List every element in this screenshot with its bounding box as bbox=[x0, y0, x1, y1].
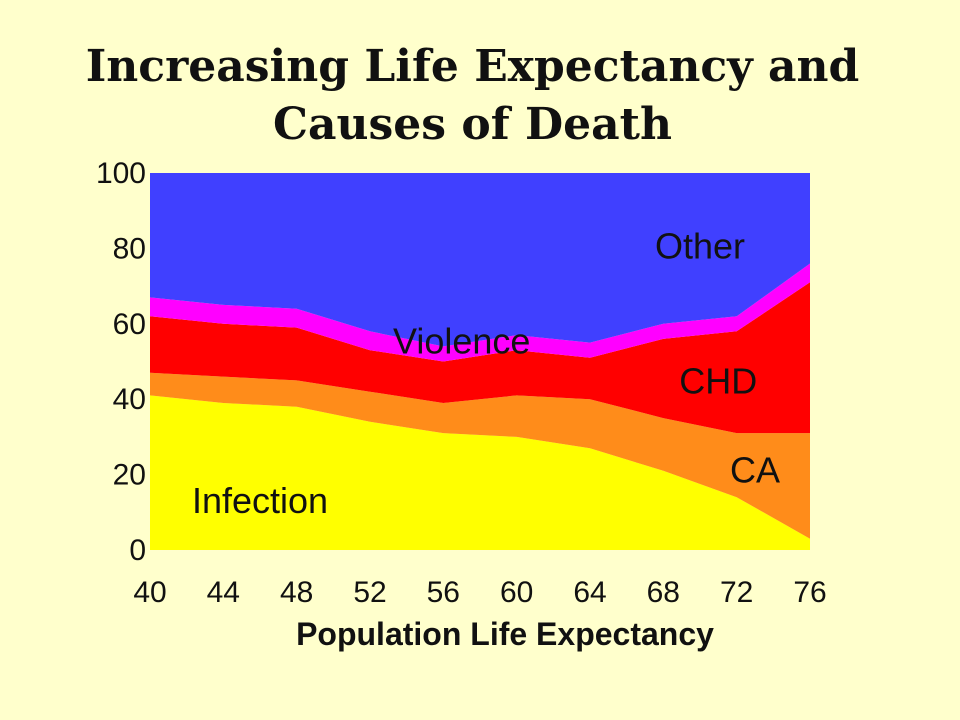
area-ca bbox=[150, 372, 810, 539]
series-label-other: Other bbox=[655, 226, 745, 267]
area-infection bbox=[150, 395, 810, 550]
x-tick-label: 52 bbox=[353, 576, 386, 609]
x-axis-label: Population Life Expectancy bbox=[296, 616, 714, 652]
x-tick-label: 60 bbox=[500, 576, 533, 609]
y-tick-label: 100 bbox=[96, 157, 146, 190]
area-violence bbox=[150, 263, 810, 362]
y-tick-label: 0 bbox=[129, 534, 146, 567]
area-other bbox=[150, 173, 810, 347]
x-tick-label: 72 bbox=[720, 576, 753, 609]
chart-title-line-1: Increasing Life Expectancy and bbox=[85, 41, 860, 92]
series-label-chd: CHD bbox=[679, 360, 757, 401]
x-tick-label: 40 bbox=[133, 576, 166, 609]
area-layers bbox=[150, 173, 810, 550]
series-label-infection: Infection bbox=[192, 480, 328, 521]
x-tick-label: 68 bbox=[647, 576, 680, 609]
y-tick-label: 40 bbox=[113, 383, 146, 416]
x-tick-label: 44 bbox=[207, 576, 240, 609]
y-tick-label: 80 bbox=[113, 232, 146, 265]
chart-title: Increasing Life Expectancy and Causes of… bbox=[0, 38, 945, 154]
x-tick-label: 48 bbox=[280, 576, 313, 609]
series-label-violence: Violence bbox=[393, 321, 530, 362]
y-tick-label: 20 bbox=[113, 459, 146, 492]
series-label-ca: CA bbox=[730, 449, 780, 490]
y-axis-ticks: 0 20 40 60 80 100 bbox=[96, 157, 146, 567]
chart-title-line-2: Causes of Death bbox=[273, 99, 672, 150]
x-axis-ticks: 40 44 48 52 56 60 64 68 72 76 bbox=[133, 576, 826, 609]
x-tick-label: 76 bbox=[793, 576, 826, 609]
x-tick-label: 64 bbox=[573, 576, 606, 609]
area-chd bbox=[150, 282, 810, 434]
x-tick-label: 56 bbox=[427, 576, 460, 609]
series-labels: Infection CA CHD Violence Other bbox=[192, 226, 780, 522]
y-tick-label: 60 bbox=[113, 308, 146, 341]
